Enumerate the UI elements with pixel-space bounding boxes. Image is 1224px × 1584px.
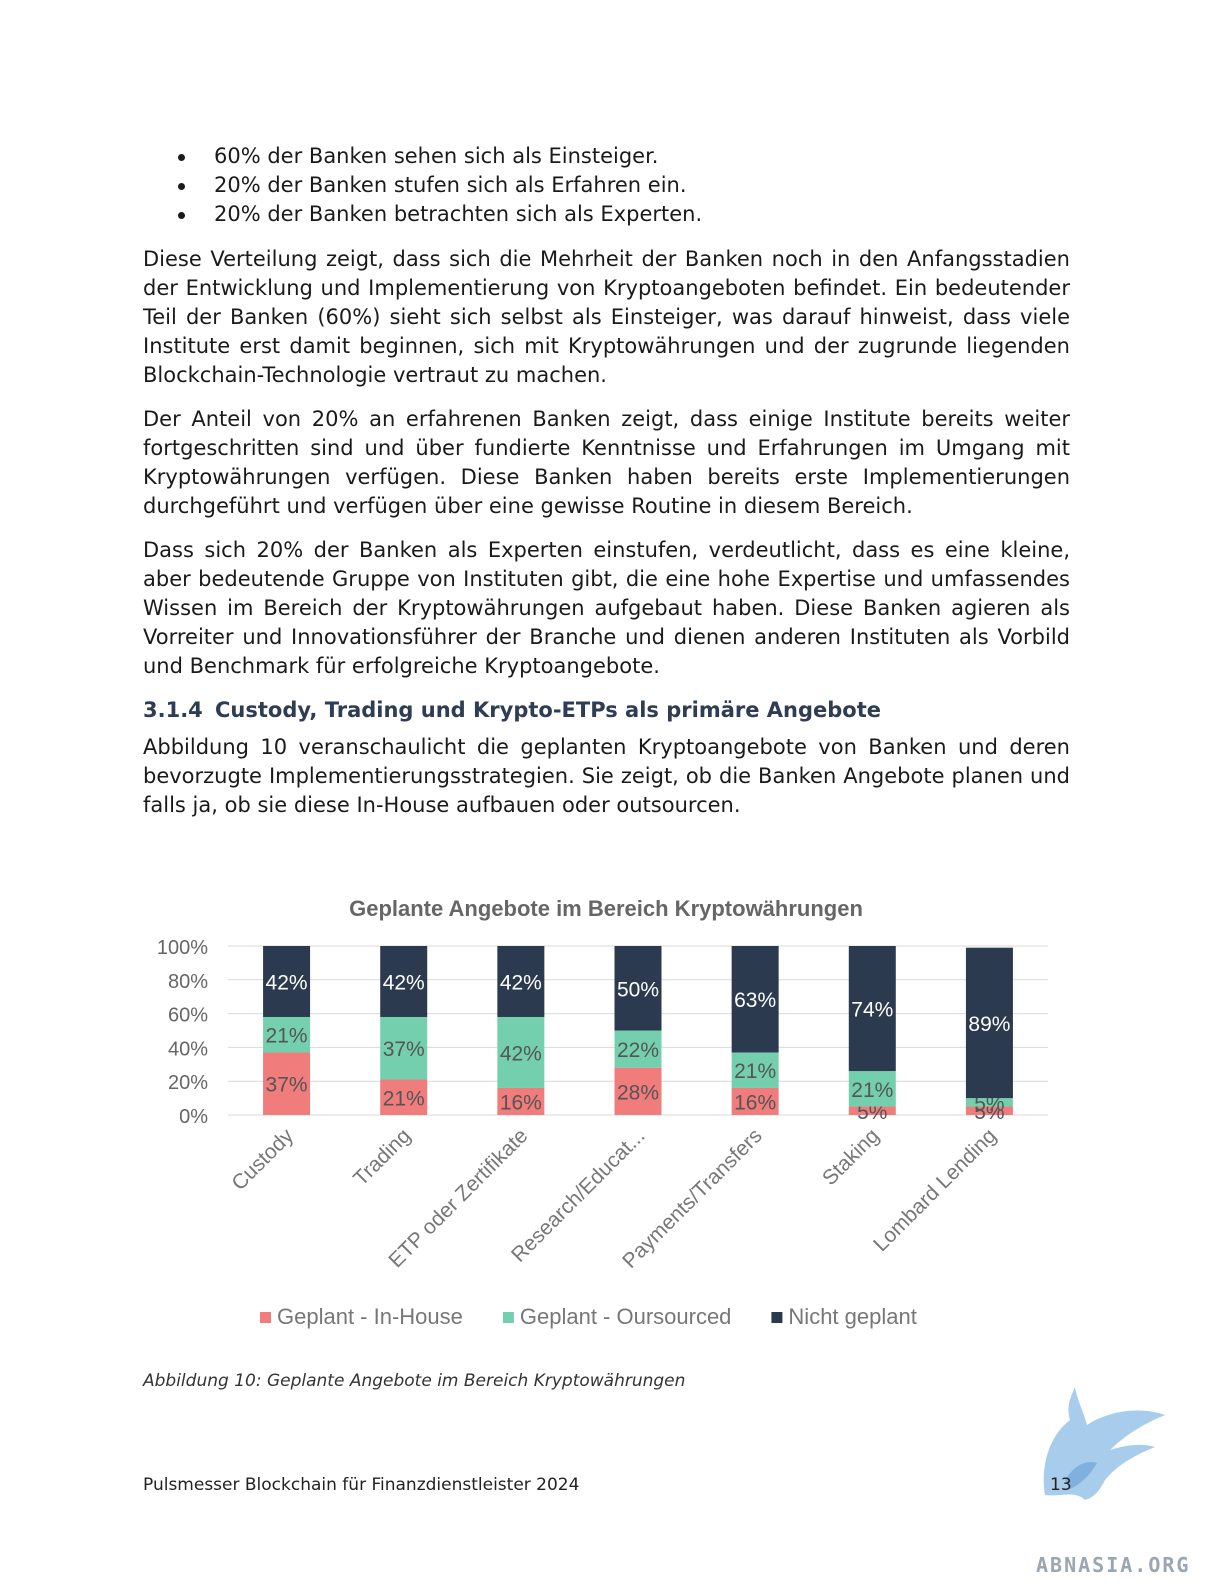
- bar-segment: [380, 946, 428, 1017]
- paragraph-distribution: Diese Verteilung zeigt, dass sich die Me…: [143, 247, 1070, 387]
- y-tick-label: 0%: [179, 1106, 208, 1128]
- data-label: 42%: [266, 971, 308, 994]
- x-tick-label: Staking: [818, 1124, 884, 1190]
- bullet-dot: [178, 212, 185, 219]
- bar-segment: [614, 946, 662, 1031]
- page-number: 13: [1050, 1475, 1072, 1495]
- bar-segment: [965, 1098, 1013, 1107]
- data-label: 22%: [617, 1039, 659, 1062]
- bar-segment: [731, 1052, 779, 1088]
- data-label: 89%: [968, 1013, 1010, 1036]
- legend-swatch: [502, 1312, 514, 1323]
- data-label: 16%: [734, 1091, 776, 1114]
- data-label: 42%: [500, 1042, 542, 1065]
- griffin-logo: [1043, 1387, 1165, 1500]
- data-label: 37%: [383, 1038, 425, 1061]
- data-label: 42%: [500, 971, 542, 994]
- bar-segment: [614, 1067, 662, 1115]
- bar-segment: [848, 946, 896, 1072]
- y-tick-label: 60%: [168, 1005, 208, 1027]
- data-label: 21%: [851, 1079, 893, 1102]
- bar-segment: [848, 1106, 896, 1115]
- bullet-list: 60% der Banken sehen sich als Einsteiger…: [178, 142, 1078, 229]
- data-label: 37%: [266, 1074, 308, 1097]
- y-axis: 0% 20% 40% 60% 80% 100%: [157, 937, 208, 1128]
- figure-caption: Abbildung 10: Geplante Angebote im Berei…: [143, 1371, 686, 1391]
- bullet-item: 20% der Banken betrachten sich als Exper…: [178, 200, 1078, 229]
- chart-title: Geplante Angebote im Bereich Kryptowähru…: [349, 896, 863, 921]
- data-label: 21%: [266, 1025, 308, 1048]
- bullet-dot: [178, 154, 185, 161]
- bar-segment: [263, 1052, 311, 1115]
- x-tick-label: Lombard Lending: [869, 1124, 1001, 1256]
- bullet-dot: [178, 183, 185, 190]
- y-tick-label: 20%: [168, 1072, 208, 1094]
- bar-segment: [263, 1016, 311, 1053]
- bar-segment: [731, 946, 779, 1053]
- bullet-text: 20% der Banken betrachten sich als Exper…: [214, 202, 703, 226]
- paragraph-experts: Dass sich 20% der Banken als Experten ei…: [143, 538, 1070, 678]
- data-label: 21%: [383, 1087, 425, 1110]
- x-tick-label: Custody: [227, 1124, 298, 1195]
- bar-segment: [614, 1030, 662, 1068]
- legend-label: Nicht geplant: [788, 1304, 916, 1329]
- section-heading: 3.1.4 Custody, Trading und Krypto-ETPs al…: [143, 696, 881, 725]
- data-label: 50%: [617, 978, 659, 1001]
- chart-bars: 37% 21% 42% 21% 37% 42% 16% 42% 42% 28% 22% 50% 16% 2…: [263, 946, 1013, 1124]
- section-title: Custody, Trading und Krypto-ETPs als pri…: [215, 698, 882, 722]
- bar-segment: [731, 1087, 779, 1115]
- paragraph-figure-intro: Abbildung 10 veranschaulicht die geplant…: [143, 735, 1070, 817]
- section-number: 3.1.4: [143, 698, 203, 722]
- bar-segment: [497, 1087, 545, 1115]
- bullet-text: 20% der Banken stufen sich als Erfahren …: [214, 173, 687, 197]
- data-label: 42%: [383, 971, 425, 994]
- bar-segment: [497, 1016, 545, 1088]
- y-tick-label: 40%: [168, 1038, 208, 1060]
- y-tick-label: 100%: [157, 937, 208, 959]
- legend-swatch: [771, 1312, 783, 1323]
- data-label: 63%: [734, 989, 776, 1012]
- legend-label: Geplant - Oursourced: [520, 1304, 732, 1329]
- bullet-text: 60% der Banken sehen sich als Einsteiger…: [214, 144, 659, 168]
- legend-label: Geplant - In-House: [277, 1304, 463, 1329]
- footer-text: Pulsmesser Blockchain für Finanzdienstle…: [143, 1475, 580, 1495]
- y-tick-label: 80%: [168, 971, 208, 993]
- chart-legend: Geplant - In-House Geplant - Oursourced Ni…: [260, 1304, 917, 1329]
- data-label: 16%: [500, 1091, 542, 1114]
- data-label: 21%: [734, 1060, 776, 1083]
- paragraph-experienced: Der Anteil von 20% an erfahrenen Banken …: [143, 407, 1070, 518]
- bar-segment: [263, 946, 311, 1017]
- bar-segment: [497, 946, 545, 1017]
- bullet-item: 60% der Banken sehen sich als Einsteiger…: [178, 142, 1078, 171]
- bar-segment: [380, 1016, 428, 1080]
- stacked-bar-chart: Geplante Angebote im Bereich Kryptowähru…: [157, 896, 1048, 1329]
- data-label: 28%: [617, 1081, 659, 1104]
- bar-segment: [380, 1079, 428, 1115]
- bar-segment: [848, 1071, 896, 1107]
- bar-segment: [965, 1106, 1013, 1115]
- data-label: 74%: [851, 999, 893, 1022]
- watermark-text: ABNASIA.ORG: [1036, 1553, 1191, 1577]
- bullet-item: 20% der Banken stufen sich als Erfahren …: [178, 171, 1078, 200]
- x-tick-label: Trading: [349, 1124, 415, 1190]
- legend-swatch: [260, 1312, 271, 1323]
- bar-segment: [965, 947, 1013, 1099]
